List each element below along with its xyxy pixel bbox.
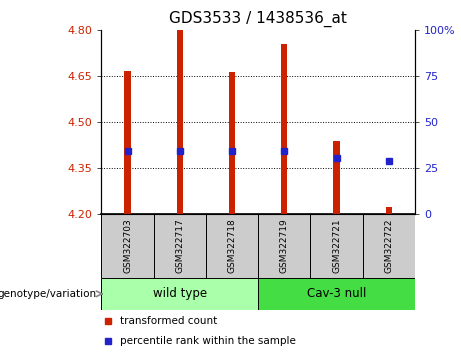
Bar <box>310 214 363 278</box>
Text: GSM322717: GSM322717 <box>175 219 184 273</box>
Text: genotype/variation: genotype/variation <box>0 289 97 299</box>
Bar <box>101 278 258 310</box>
Bar <box>333 141 340 214</box>
Text: transformed count: transformed count <box>120 316 218 326</box>
Bar <box>177 30 183 214</box>
Bar <box>281 44 287 214</box>
Text: GSM322721: GSM322721 <box>332 219 341 273</box>
Text: percentile rank within the sample: percentile rank within the sample <box>120 336 296 346</box>
Text: GSM322722: GSM322722 <box>384 219 393 273</box>
Text: wild type: wild type <box>153 287 207 300</box>
Bar <box>258 214 310 278</box>
Bar <box>154 214 206 278</box>
Text: Cav-3 null: Cav-3 null <box>307 287 366 300</box>
Text: GSM322703: GSM322703 <box>123 219 132 273</box>
Bar <box>206 214 258 278</box>
Title: GDS3533 / 1438536_at: GDS3533 / 1438536_at <box>169 11 347 27</box>
Bar <box>363 214 415 278</box>
Bar <box>229 72 235 214</box>
Bar <box>386 206 392 214</box>
Bar <box>124 70 130 214</box>
Bar <box>258 278 415 310</box>
Text: GSM322718: GSM322718 <box>228 219 236 273</box>
Text: GSM322719: GSM322719 <box>280 219 289 273</box>
Bar <box>101 214 154 278</box>
